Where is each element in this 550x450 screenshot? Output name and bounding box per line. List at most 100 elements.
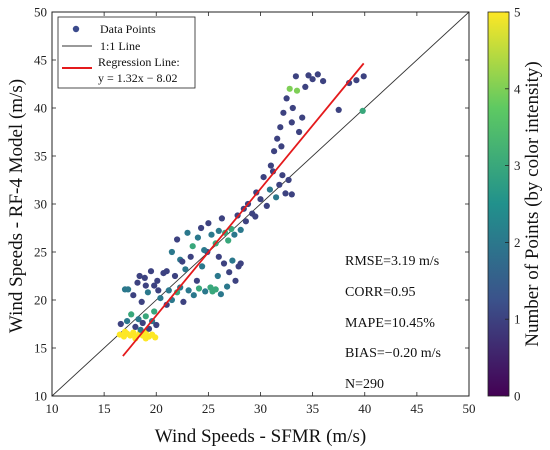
data-point	[139, 319, 146, 327]
y-tick-label: 40	[34, 101, 47, 116]
y-tick-label: 50	[34, 5, 47, 20]
data-point	[180, 298, 187, 305]
x-tick-label: 25	[202, 401, 215, 416]
data-point	[266, 186, 273, 193]
data-point	[218, 215, 225, 222]
data-point	[134, 279, 141, 286]
data-point	[165, 287, 172, 294]
data-point	[121, 328, 129, 335]
data-point	[288, 191, 295, 198]
data-point	[142, 282, 149, 289]
data-point	[193, 277, 200, 284]
data-point	[163, 301, 170, 308]
data-point	[277, 124, 284, 131]
colorbar: 0 1 2 3 4 5 Number of Points (by color intens…	[487, 5, 543, 404]
data-point	[226, 269, 233, 276]
data-point	[217, 291, 224, 298]
data-point	[182, 266, 189, 273]
data-point	[242, 218, 249, 225]
statistics-annotations: RMSE=3.19 m/s CORR=0.95 MAPE=10.45% BIAS…	[345, 254, 441, 392]
colorbar-tick-label: 1	[514, 312, 521, 327]
data-point	[185, 287, 192, 294]
y-tick-label: 25	[34, 245, 47, 260]
data-point	[205, 220, 212, 227]
data-point	[117, 320, 124, 328]
data-point	[142, 313, 149, 320]
data-point	[359, 107, 366, 114]
data-point	[286, 85, 293, 92]
data-point	[282, 190, 289, 197]
x-tick-label: 15	[98, 401, 111, 416]
data-point	[296, 128, 303, 136]
data-point	[237, 226, 244, 233]
data-point	[215, 227, 222, 234]
data-point	[136, 272, 143, 280]
colorbar-tick-label: 4	[514, 81, 521, 96]
data-point	[252, 213, 259, 220]
data-point	[201, 247, 208, 254]
data-point	[141, 274, 148, 281]
data-point	[231, 231, 238, 238]
x-tick-label: 35	[306, 401, 319, 416]
data-point	[305, 72, 312, 79]
data-point	[278, 143, 285, 150]
y-tick-label: 45	[34, 53, 47, 68]
legend-marker-data-points	[72, 25, 80, 33]
data-point	[302, 83, 309, 90]
colorbar-tick-label: 3	[514, 158, 521, 173]
data-point	[346, 79, 353, 87]
data-point	[215, 253, 222, 260]
colorbar-tick-label: 5	[514, 5, 521, 20]
data-point	[168, 248, 175, 256]
legend-label-1to1-line: 1:1 Line	[100, 39, 140, 53]
y-tick-label: 30	[34, 197, 47, 212]
data-point	[237, 260, 244, 267]
x-tick-label: 45	[410, 401, 423, 416]
data-point	[138, 298, 145, 305]
data-point	[128, 311, 135, 318]
x-tick-label: 20	[150, 401, 163, 416]
legend-label-regression-line: Regression Line:	[98, 55, 180, 69]
data-point	[132, 323, 139, 330]
plot-area	[52, 12, 469, 396]
data-point	[152, 334, 159, 341]
x-tick-label: 40	[358, 401, 371, 416]
data-point	[289, 104, 296, 112]
stat-mape: MAPE=10.45%	[345, 316, 435, 331]
data-point	[130, 292, 137, 299]
data-point	[276, 181, 283, 188]
data-point	[163, 268, 170, 275]
data-point	[299, 114, 306, 121]
data-point	[283, 95, 290, 102]
data-point	[190, 292, 197, 299]
y-tick-label: 35	[34, 149, 47, 164]
y-tick-label: 10	[34, 389, 47, 404]
data-point	[154, 277, 161, 284]
data-point	[288, 119, 295, 126]
data-point	[212, 286, 219, 293]
data-point	[144, 289, 151, 296]
legend: Data Points 1:1 Line Regression Line: y …	[57, 16, 196, 89]
stat-bias: BIAS=−0.20 m/s	[345, 346, 441, 361]
data-point	[194, 234, 201, 241]
data-point	[124, 318, 131, 325]
data-point	[353, 77, 360, 84]
data-point	[171, 272, 179, 280]
data-point	[271, 148, 278, 155]
data-point	[187, 253, 194, 260]
stat-rmse: RMSE=3.19 m/s	[345, 254, 439, 269]
data-point	[360, 73, 367, 80]
x-axis-title: Wind Speeds - SFMR (m/s)	[155, 426, 366, 447]
data-point	[155, 287, 162, 294]
data-point	[285, 176, 292, 184]
legend-label-data-points: Data Points	[100, 22, 156, 36]
data-point	[214, 272, 221, 280]
colorbar-ticks: 0 1 2 3 4 5	[505, 5, 521, 404]
x-tick-label: 10	[46, 401, 59, 416]
data-point	[153, 321, 160, 329]
y-tick-label: 20	[34, 293, 47, 308]
data-point	[229, 257, 236, 264]
data-point	[220, 260, 228, 267]
data-point	[198, 224, 205, 232]
x-tick-label: 50	[463, 401, 476, 416]
